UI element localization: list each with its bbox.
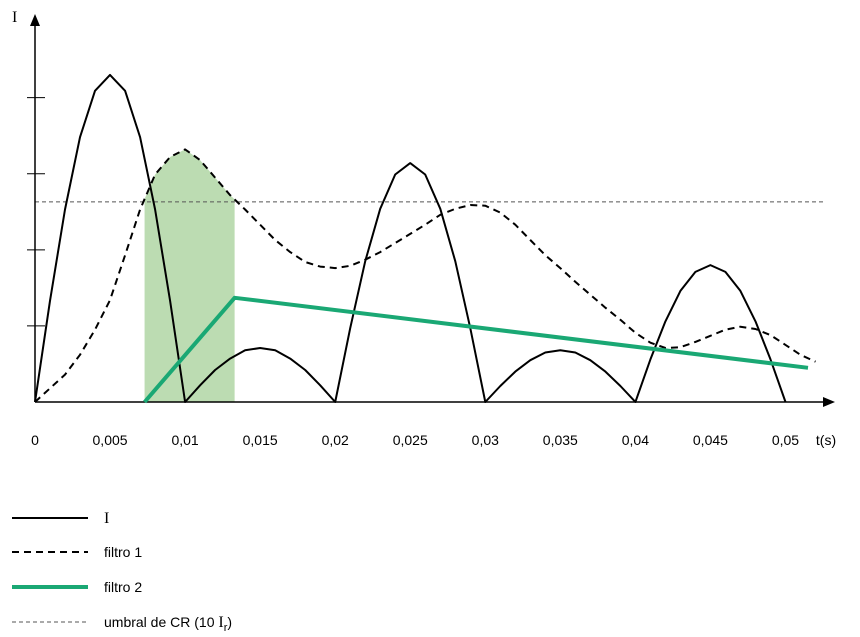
legend-label: umbral de CR (10 Ir) [104,614,232,634]
legend-label-part: ) [227,614,232,630]
x-tick-label: 0,045 [693,432,728,448]
x-tick-label: 0,02 [322,432,349,448]
legend-label: filtro 1 [104,544,142,560]
x-tick-label: 0,04 [622,432,649,448]
y-axis-label: I [12,9,17,26]
x-tick-label: 0 [31,432,39,448]
legend-label-part: I [218,614,223,631]
series-line [34,148,816,403]
x-tick-label: 0,005 [93,432,128,448]
x-tick-label: 0,01 [171,432,198,448]
legend-label-part: umbral de CR (10 [104,614,218,630]
series-line [143,295,809,404]
legend-label: I [104,510,109,527]
x-tick-label: 0,05 [772,432,799,448]
shaded-area [144,149,235,402]
legend-label-part: r [224,622,228,634]
series-line [34,73,787,403]
y-axis-arrow [30,14,40,26]
x-tick-label: 0,025 [393,432,428,448]
x-axis-arrow [823,397,835,407]
x-tick-label: 0,03 [472,432,499,448]
x-tick-label: 0,015 [243,432,278,448]
legend-label: filtro 2 [104,579,142,595]
x-axis-label: t(s) [816,432,836,448]
x-tick-label: 0,035 [543,432,578,448]
